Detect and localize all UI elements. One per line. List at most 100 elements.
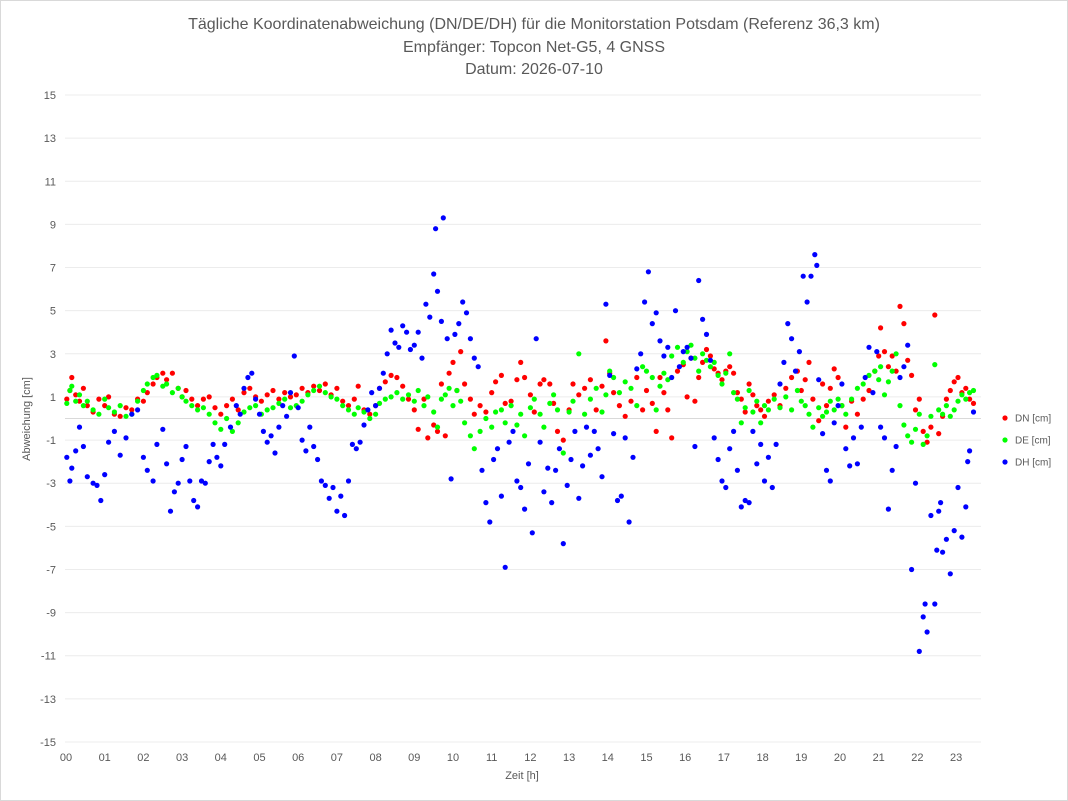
data-point [928,413,934,419]
data-point [669,435,675,441]
data-point [434,428,441,434]
y-tick-label: 13 [44,133,56,145]
data-point [951,407,957,413]
data-point [583,424,590,430]
x-tick-label: 17 [718,752,730,764]
data-point [703,331,710,337]
data-point [810,424,816,430]
x-tick-label: 16 [679,752,691,764]
data-point [812,252,818,258]
data-point [738,420,744,426]
data-point [421,403,427,409]
y-tick-label: -3 [46,478,56,490]
data-point [707,357,714,363]
data-point [692,355,698,361]
data-point [901,364,907,370]
data-point [680,349,686,355]
data-point [765,398,772,404]
data-point [322,381,328,387]
data-point [102,396,108,402]
data-point [129,411,135,417]
data-point [69,374,75,381]
chart-title: Tägliche Koordinatenabweichung (DN/DE/DH… [188,16,880,78]
y-axis-tick-labels: 15 13 11 9 7 5 3 1 -1 -3 -5 -7 -9 -11 -13 -15 [40,90,56,749]
x-tick-label: 02 [137,752,149,764]
data-point [738,504,744,510]
data-point [816,377,822,383]
x-tick-label: 07 [331,752,343,764]
data-point [955,398,961,404]
data-point [932,601,938,607]
data-point [653,407,659,413]
data-points [64,215,977,655]
data-point [425,394,431,400]
data-point [456,321,462,327]
data-point [711,359,717,365]
data-point [653,310,659,316]
data-point [340,403,346,409]
data-point [106,439,112,445]
data-point [587,377,594,383]
data-point [843,424,849,430]
data-point [661,370,667,376]
data-point [438,381,444,387]
y-tick-label: -13 [40,694,56,706]
data-point [224,403,230,409]
data-point [897,403,903,409]
data-point [773,441,779,447]
data-point [870,390,876,396]
data-point [680,359,686,365]
data-point [674,344,681,350]
data-point [396,344,402,350]
y-tick-label: 7 [50,263,56,275]
data-point [796,349,803,355]
data-point [106,405,112,411]
data-point [293,392,299,398]
data-point [431,409,437,415]
data-point [831,420,837,426]
data-point [494,446,501,452]
data-point [394,390,400,396]
data-point [814,262,820,268]
data-point [810,396,816,402]
data-point [622,413,628,419]
data-point [820,413,826,419]
data-point [758,407,764,413]
data-point [471,446,477,452]
y-axis-title: Abweichung [cm] [21,377,33,461]
data-point [955,484,961,491]
data-point [607,372,613,378]
data-point [415,426,421,432]
data-point [843,411,849,417]
data-point [434,424,441,430]
data-point [529,530,535,536]
data-point [388,372,394,378]
data-point [522,433,528,439]
data-point [905,433,911,439]
data-point [688,355,694,361]
data-point [866,344,872,350]
data-point [758,420,764,426]
data-point [392,340,398,346]
data-point [885,364,892,370]
data-point [657,338,663,344]
data-point [556,446,563,452]
data-point [849,396,855,402]
data-point [947,413,953,419]
data-point [572,428,578,434]
data-point [878,424,884,430]
data-point [241,385,247,391]
data-point [665,407,671,413]
data-point [438,396,444,402]
data-point [241,409,247,415]
data-point [893,351,899,357]
x-tick-label: 11 [486,752,497,764]
x-tick-label: 06 [292,752,304,764]
data-point [932,312,938,318]
data-point [924,439,930,445]
data-point [448,476,454,482]
data-point [750,392,756,398]
data-point [518,484,524,491]
data-point [731,390,737,396]
data-point [189,403,195,409]
